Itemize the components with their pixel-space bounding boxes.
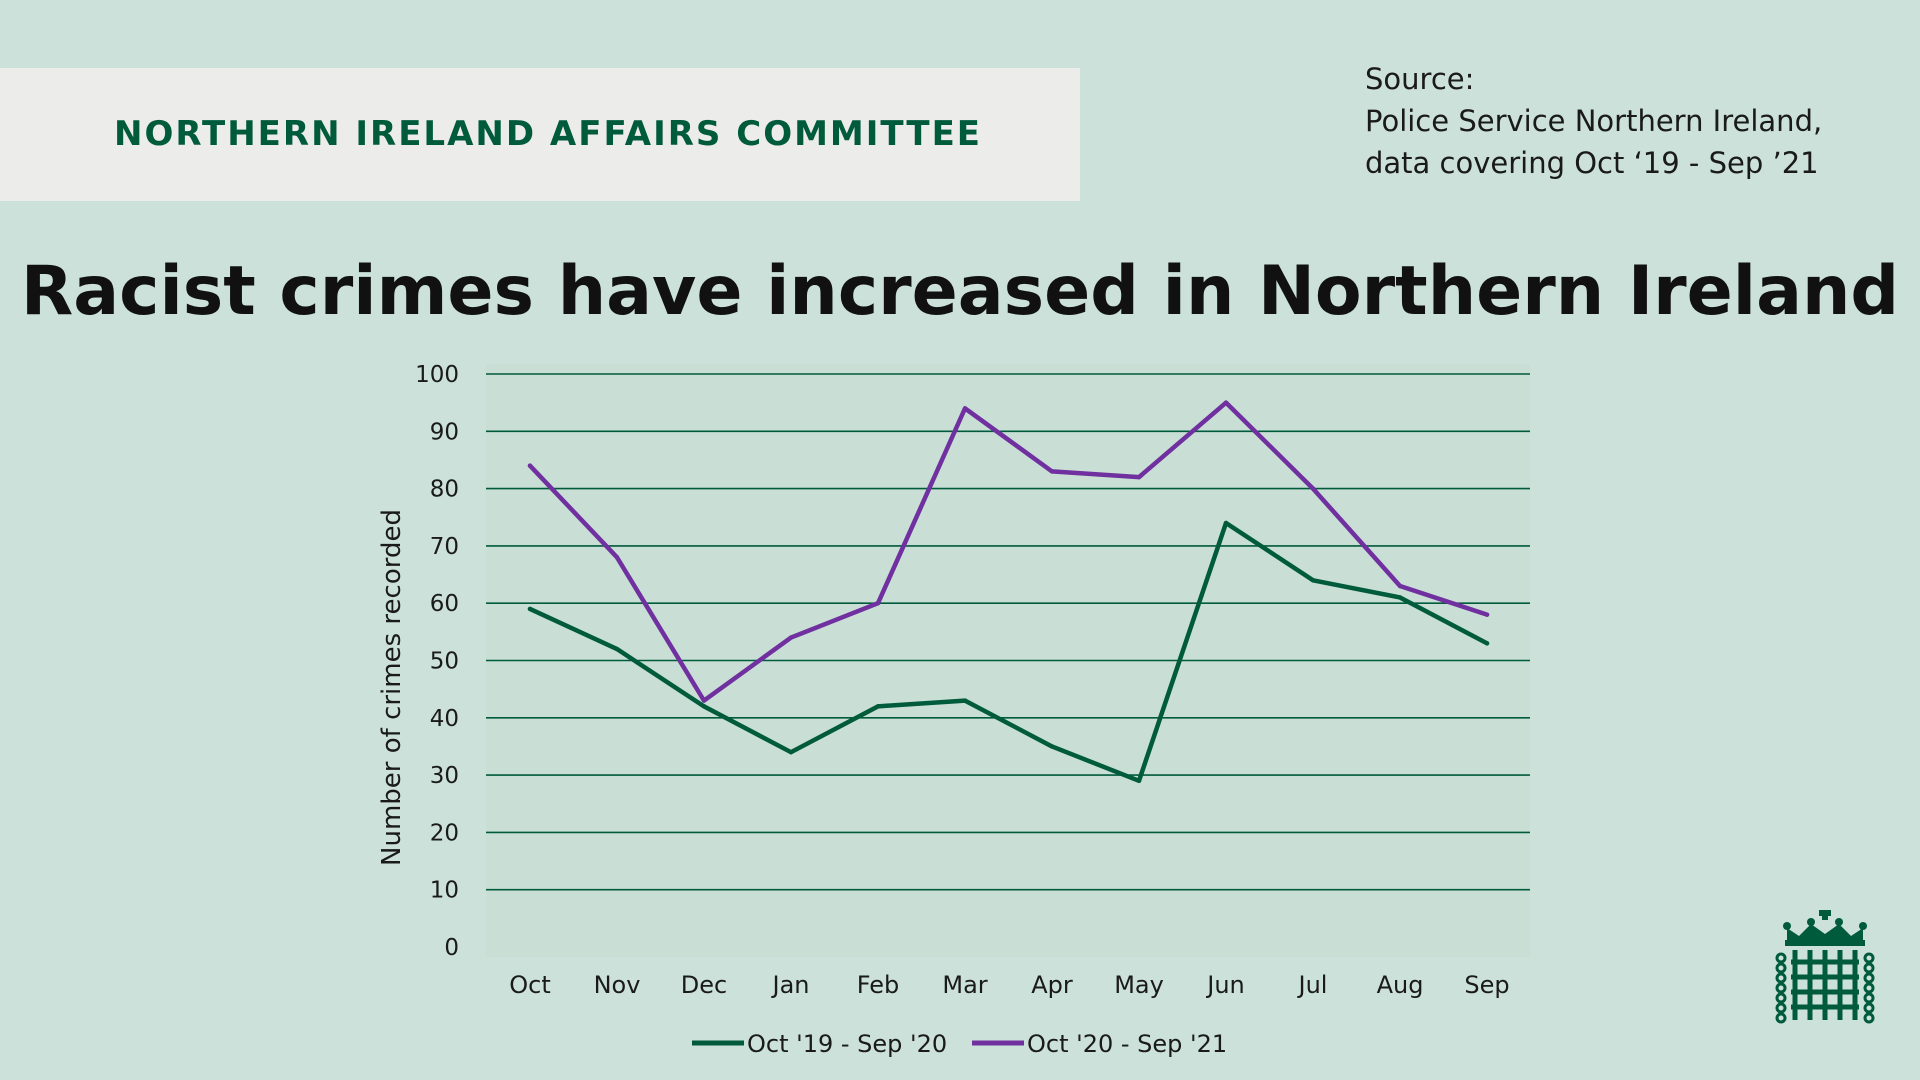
y-tick-label: 30 — [430, 763, 459, 789]
x-tick-label: Jun — [1205, 971, 1245, 999]
data-point-series-2 — [1484, 612, 1490, 617]
data-point-series-1 — [1484, 641, 1490, 646]
data-point-series-1 — [701, 704, 707, 709]
data-point-series-1 — [1397, 595, 1403, 600]
y-tick-label: 0 — [444, 935, 459, 961]
source-line-3: data covering Oct ‘19 - Sep ’21 — [1365, 146, 1819, 180]
data-point-series-2 — [875, 601, 881, 606]
legend-label-2: Oct '20 - Sep '21 — [1027, 1030, 1227, 1058]
data-point-series-2 — [1397, 583, 1403, 589]
series-line-2 — [527, 400, 1490, 703]
data-point-series-1 — [875, 704, 881, 709]
series-line-1 — [527, 520, 1490, 784]
x-tick-label: Dec — [681, 971, 727, 999]
committee-name: NORTHERN IRELAND AFFAIRS COMMITTEE — [114, 114, 983, 154]
data-point-series-2 — [1136, 474, 1142, 480]
data-point-series-2 — [701, 698, 707, 703]
source-note: Source: Police Service Northern Ireland,… — [1365, 58, 1822, 184]
committee-banner: NORTHERN IRELAND AFFAIRS COMMITTEE — [0, 68, 1080, 201]
y-tick-label: 60 — [430, 591, 459, 617]
data-point-series-1 — [1049, 744, 1055, 749]
portcullis-icon — [1775, 910, 1875, 1024]
data-point-series-1 — [527, 606, 533, 612]
data-point-series-2 — [527, 463, 533, 468]
source-line-1: Source: — [1365, 62, 1475, 96]
y-tick-label: 40 — [430, 706, 459, 732]
x-tick-label: Jan — [771, 971, 810, 999]
data-point-series-1 — [1310, 578, 1316, 583]
data-point-series-2 — [788, 635, 794, 640]
legend-label-1: Oct '19 - Sep '20 — [747, 1030, 947, 1058]
chart-title: Racist crimes have increased in Northern… — [20, 252, 1900, 331]
x-tick-label: Sep — [1464, 971, 1509, 999]
data-point-series-2 — [962, 406, 968, 411]
y-tick-label: 10 — [430, 878, 459, 904]
y-tick-label: 100 — [415, 362, 459, 388]
x-tick-label: Oct — [509, 971, 551, 999]
y-tick-label: 20 — [430, 820, 459, 846]
data-point-series-1 — [962, 698, 968, 703]
data-point-series-1 — [788, 749, 794, 755]
data-point-series-2 — [614, 555, 620, 560]
y-tick-label: 80 — [430, 477, 459, 503]
y-tick-label: 70 — [430, 534, 459, 560]
data-point-series-1 — [1136, 778, 1142, 784]
x-tick-label: Nov — [594, 971, 641, 999]
data-point-series-2 — [1223, 400, 1229, 405]
x-tick-label: Jul — [1297, 971, 1328, 999]
y-axis-label: Number of crimes recorded — [377, 509, 407, 866]
data-point-series-2 — [1049, 469, 1055, 474]
x-tick-label: Feb — [857, 971, 900, 999]
x-tick-label: May — [1114, 971, 1164, 999]
x-tick-label: Mar — [942, 971, 987, 999]
y-tick-label: 50 — [430, 649, 459, 675]
x-tick-label: Aug — [1377, 971, 1424, 999]
data-point-series-1 — [1223, 520, 1229, 526]
x-tick-label: Apr — [1031, 971, 1073, 999]
y-tick-label: 90 — [430, 419, 459, 445]
data-point-series-2 — [1310, 486, 1316, 491]
source-line-2: Police Service Northern Ireland, — [1365, 104, 1823, 138]
data-point-series-1 — [614, 646, 620, 652]
